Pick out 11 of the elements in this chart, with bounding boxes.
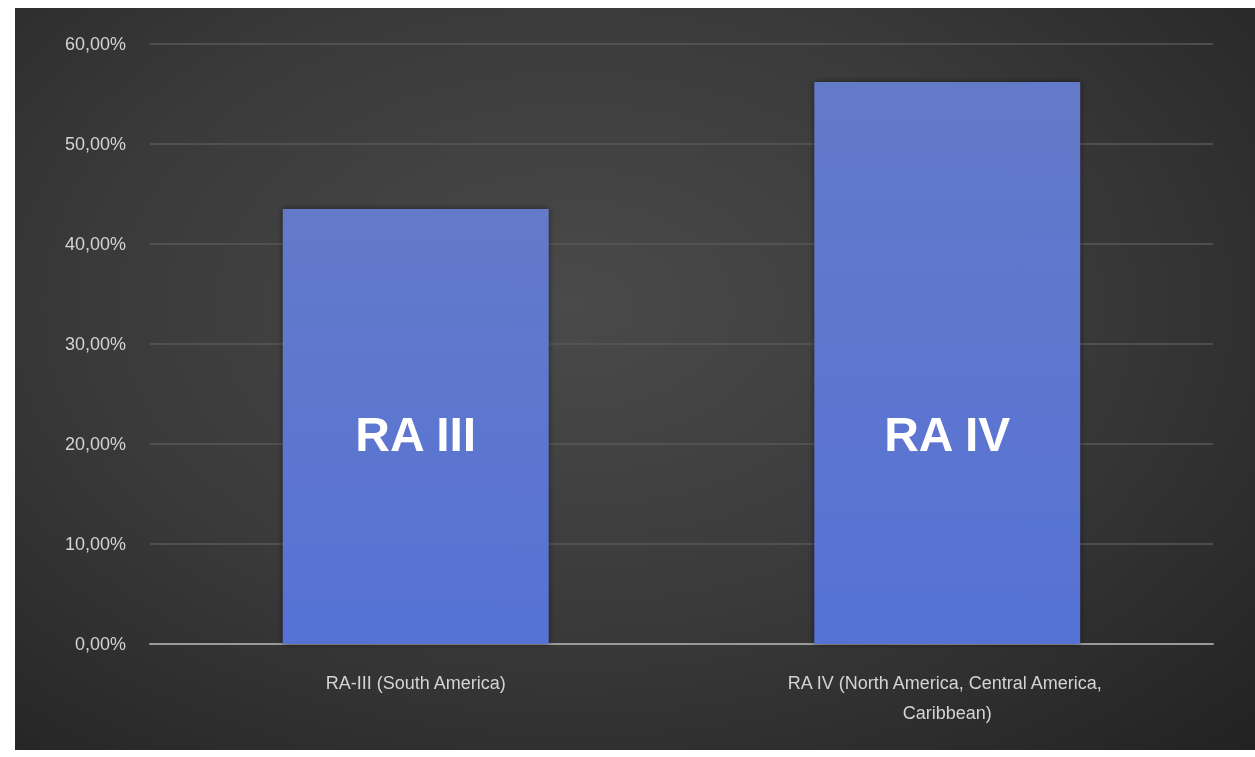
y-tick-label: 40,00%	[64, 234, 126, 254]
y-tick-label: 60,00%	[64, 34, 126, 54]
x-tick-label: RA-III (South America)	[325, 673, 506, 693]
y-tick-label: 20,00%	[64, 434, 126, 454]
x-tick-label: RA IV (North America, Central America, Caribbean)	[787, 673, 1107, 723]
y-tick-label: 30,00%	[64, 334, 126, 354]
y-tick-label: 10,00%	[64, 534, 126, 554]
annotation: RA III	[355, 407, 477, 461]
annotation: RA IV	[884, 407, 1011, 461]
y-tick-label: 0,00%	[74, 634, 126, 654]
y-tick-label: 50,00%	[64, 134, 126, 154]
